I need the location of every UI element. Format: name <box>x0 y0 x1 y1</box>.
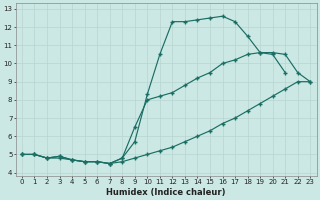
X-axis label: Humidex (Indice chaleur): Humidex (Indice chaleur) <box>106 188 226 197</box>
